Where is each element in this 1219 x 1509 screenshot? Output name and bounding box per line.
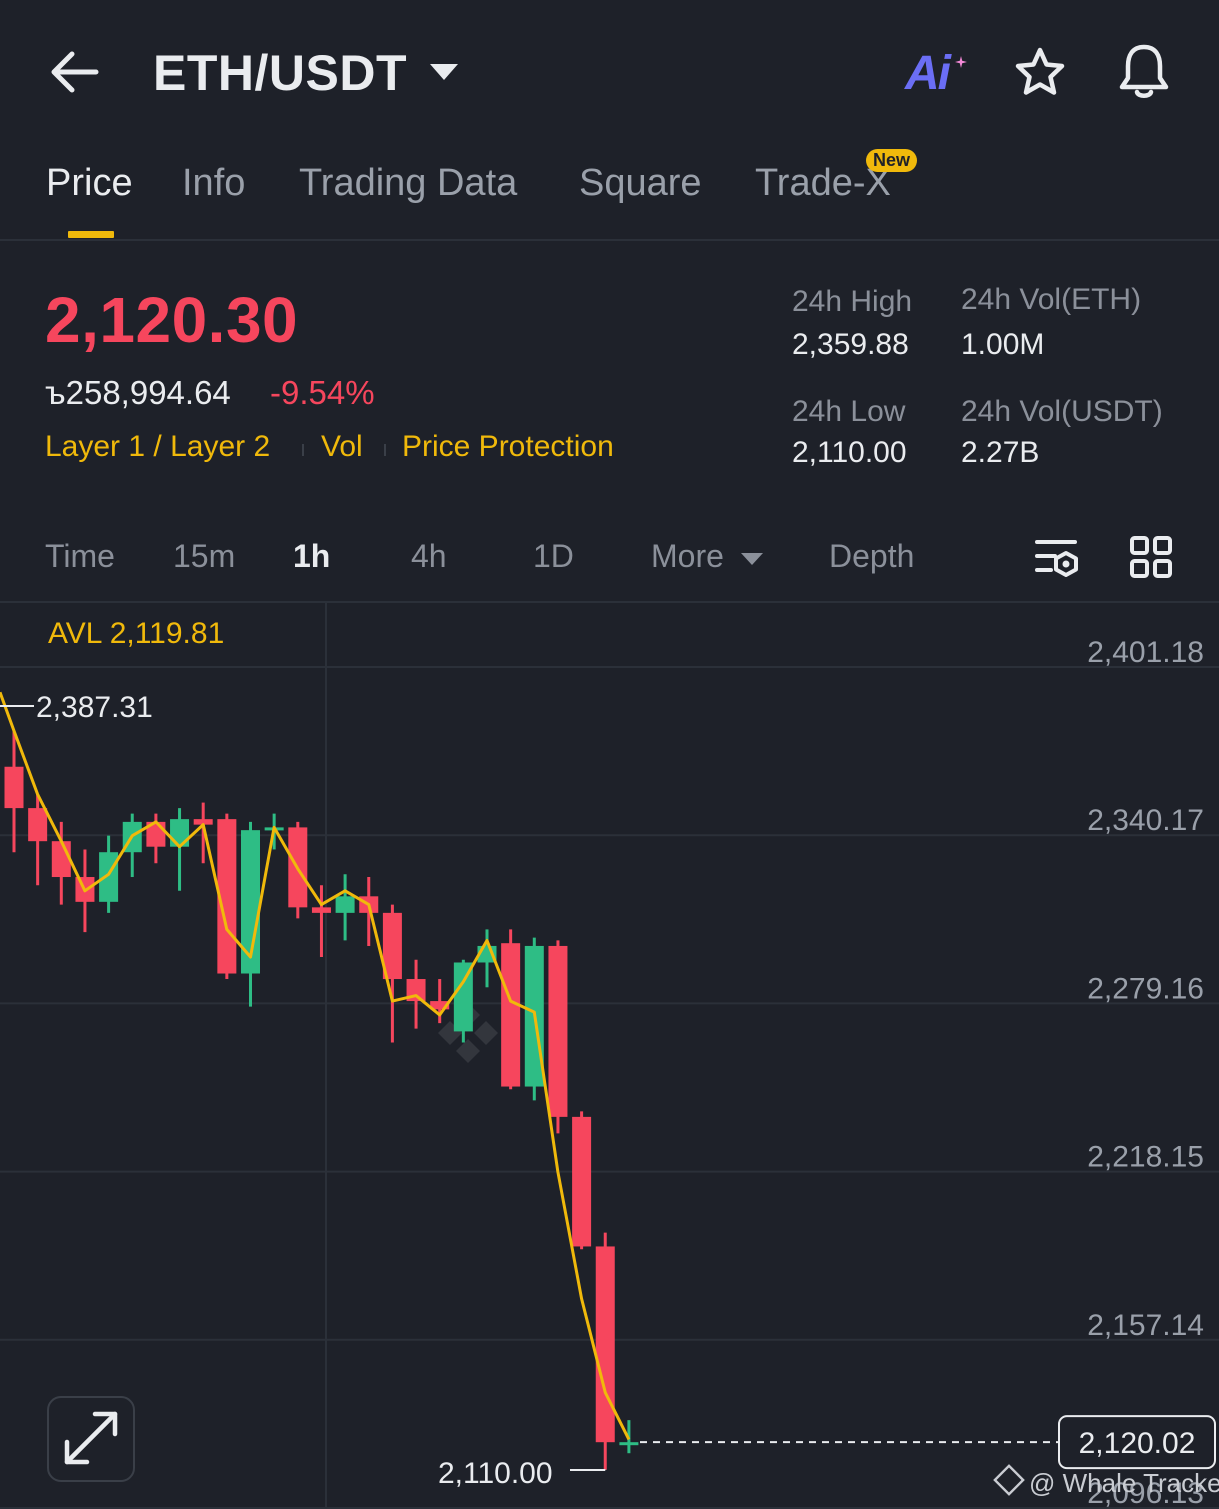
max-marker: 2,387.31 (0, 691, 153, 724)
stat-high-label: 24h High (792, 285, 913, 318)
stat-vol-eth-label: 24h Vol(ETH) (961, 283, 1142, 316)
y-axis-label: 2,096.13 (1087, 1477, 1204, 1509)
y-axis-label: 2,218.15 (1087, 1141, 1204, 1174)
ai-icon[interactable]: Ai (905, 46, 951, 101)
tag-separator (384, 444, 386, 456)
y-axis-label: 2,401.18 (1087, 636, 1204, 669)
y-axis-label: 2,157.14 (1087, 1309, 1204, 1342)
tab-trading-data[interactable]: Trading Data (299, 162, 518, 204)
interval-more-label: More (651, 538, 724, 574)
y-axis-labels: 2,401.18 2,340.17 2,279.16 2,218.15 2,157.14… (1087, 636, 1204, 1509)
candle-down (595, 1232, 615, 1470)
star-icon[interactable] (1013, 46, 1067, 103)
interval-15m[interactable]: 15m (173, 538, 236, 574)
grid-layout-icon[interactable] (1130, 536, 1172, 583)
diamond-logo-icon (993, 1464, 1025, 1496)
pair-selector[interactable]: ETH/USDT (153, 44, 407, 102)
candle-up (453, 959, 473, 1043)
whale-tracker-watermark: @ Whale Tracker (993, 1464, 1219, 1499)
stat-vol-eth-value: 1.00M (961, 328, 1045, 361)
min-price-label: 2,110.00 (438, 1457, 553, 1490)
fiat-price: ъ258,994.64 (45, 374, 231, 411)
interval-4h[interactable]: 4h (411, 538, 447, 574)
candle-down (311, 885, 331, 957)
watermark-text: @ Whale Tracker (1029, 1468, 1219, 1498)
price-change: -9.54% (270, 374, 375, 411)
bell-icon[interactable] (1117, 42, 1171, 105)
interval-1h[interactable]: 1h (293, 538, 331, 574)
avl-indicator: AVL 2,119.81 (48, 617, 224, 650)
tab-trade-x[interactable]: Trade-X (755, 162, 891, 204)
y-axis-label: 2,340.17 (1087, 804, 1204, 837)
avl-line (0, 691, 631, 1441)
ai-label: Ai (905, 47, 951, 100)
chart-divider (0, 601, 1219, 603)
tag-price-protection[interactable]: Price Protection (402, 430, 614, 463)
tab-price[interactable]: Price (46, 162, 133, 204)
tag-vol[interactable]: Vol (321, 430, 363, 463)
depth-tab[interactable]: Depth (829, 538, 915, 574)
y-axis-label: 2,279.16 (1087, 972, 1204, 1005)
candle-down (382, 904, 402, 1043)
candle-down (4, 730, 24, 853)
pair-title: ETH/USDT (153, 45, 407, 101)
stat-low-label: 24h Low (792, 395, 906, 428)
active-tab-indicator (68, 231, 114, 238)
stat-vol-usdt-value: 2.27B (961, 436, 1040, 469)
candlestick-chart[interactable]: AVL 2,119.81 2,401.18 2,340.17 2,279.16 2,2… (0, 603, 1219, 1509)
last-price-tag[interactable]: 2,120.02 (1058, 1415, 1216, 1470)
candle-down (28, 794, 48, 886)
interval-more[interactable]: More (651, 538, 763, 575)
expand-button[interactable] (47, 1396, 135, 1482)
stat-low-value: 2,110.00 (792, 436, 907, 469)
new-badge: New (866, 149, 918, 172)
stat-vol-usdt-label: 24h Vol(USDT) (961, 395, 1163, 428)
back-button[interactable] (50, 50, 100, 94)
back-arrow-icon (51, 51, 99, 93)
candle-up (335, 874, 355, 941)
tag-separator (302, 444, 304, 456)
chart-settings-icon[interactable] (1035, 536, 1081, 585)
ai-sparkle-icon (955, 55, 967, 73)
interval-1d[interactable]: 1D (533, 538, 574, 574)
last-price: 2,120.30 (45, 284, 299, 356)
candles (4, 730, 639, 1470)
last-price-value: 2,120.02 (1079, 1427, 1196, 1460)
tabs-divider (0, 239, 1219, 241)
candle-down (430, 979, 450, 1024)
expand-icon (64, 1411, 118, 1465)
caret-down-icon[interactable] (430, 64, 458, 87)
max-price-label: 2,387.31 (36, 691, 153, 724)
candle-down (193, 802, 213, 864)
interval-time[interactable]: Time (45, 538, 115, 574)
candle-down (572, 1111, 592, 1250)
candle-down (501, 929, 521, 1090)
candle-down (548, 940, 568, 1134)
min-marker: 2,110.00 (438, 1457, 607, 1490)
caret-down-icon (740, 552, 763, 565)
tag-layer[interactable]: Layer 1 / Layer 2 (45, 430, 271, 463)
tab-square[interactable]: Square (579, 162, 702, 204)
candle-up (170, 808, 190, 891)
tab-info[interactable]: Info (182, 162, 246, 204)
stat-high-value: 2,359.88 (792, 328, 909, 361)
